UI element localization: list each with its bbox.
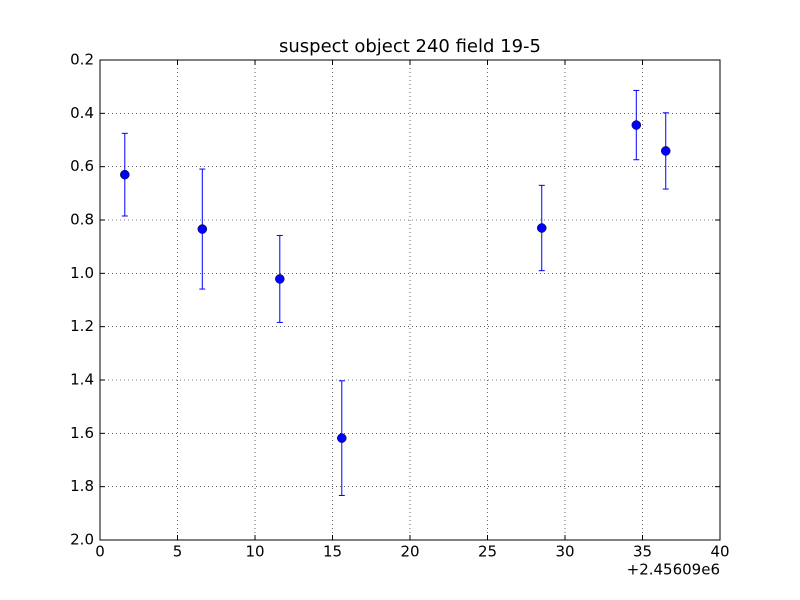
- x-tick-label: 35: [633, 543, 652, 561]
- x-tick-label: 30: [555, 543, 574, 561]
- y-tick-label: 0.2: [70, 51, 94, 69]
- x-offset-label: +2.45609e6: [627, 561, 720, 579]
- point: [275, 274, 285, 284]
- x-tick-label: 15: [323, 543, 342, 561]
- y-tick-label: 2.0: [70, 531, 94, 549]
- y-tick-label: 1.0: [70, 264, 94, 282]
- y-tick-label: 1.6: [70, 424, 94, 442]
- y-tick-label: 1.4: [70, 371, 94, 389]
- x-tick-label: 5: [173, 543, 183, 561]
- y-tick-label: 1.2: [70, 317, 94, 335]
- y-tick-label: 0.6: [70, 157, 94, 175]
- point: [197, 224, 208, 234]
- chart-title: suspect object 240 field 19-5: [279, 36, 541, 57]
- x-tick-label: 25: [478, 543, 497, 561]
- plot-frame: [99, 59, 721, 541]
- y-tick-label: 0.4: [70, 104, 94, 122]
- x-tick-label: 0: [95, 543, 105, 561]
- x-tick-label: 10: [245, 543, 264, 561]
- point: [537, 223, 547, 233]
- point: [120, 169, 130, 180]
- y-tick-label: 0.8: [70, 211, 94, 229]
- x-tick-label: 40: [710, 543, 729, 561]
- point: [661, 146, 671, 156]
- point: [337, 433, 347, 443]
- x-tick-label: 20: [400, 543, 419, 561]
- y-tick-label: 1.8: [70, 477, 94, 495]
- point: [631, 120, 642, 130]
